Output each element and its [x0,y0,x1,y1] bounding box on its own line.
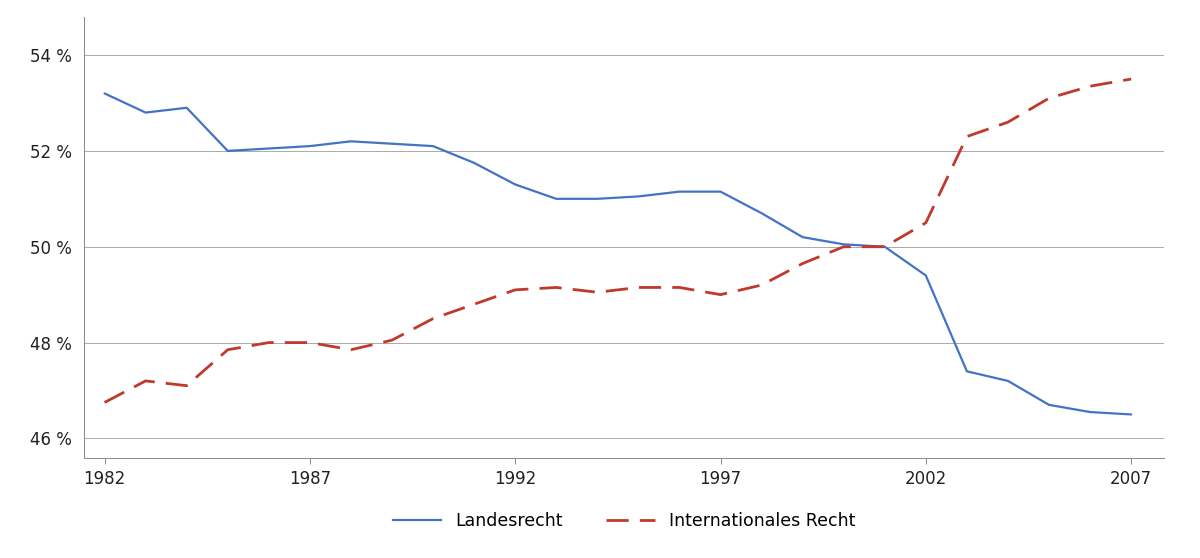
Legend: Landesrecht, Internationales Recht: Landesrecht, Internationales Recht [386,505,862,537]
